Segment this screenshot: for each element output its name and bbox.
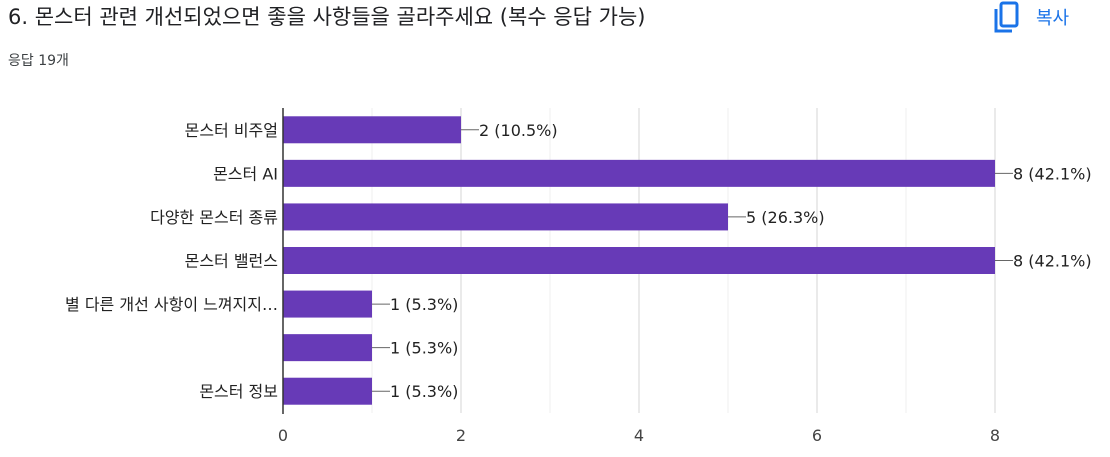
copy-label: 복사: [1036, 8, 1070, 29]
response-count: 응답 19개: [8, 53, 69, 69]
category-label: 몬스터 AI: [213, 164, 278, 183]
category-label: 몬스터 밸런스: [185, 252, 278, 271]
value-label: 8 (42.1%): [1013, 252, 1092, 271]
x-tick-label: 0: [278, 426, 288, 445]
x-tick-label: 8: [990, 426, 1000, 445]
value-label: 2 (10.5%): [479, 121, 558, 140]
bar: [283, 159, 995, 187]
bar: [283, 203, 728, 231]
x-tick-label: 4: [634, 426, 644, 445]
bar: [283, 290, 372, 318]
value-label: 5 (26.3%): [746, 208, 825, 227]
value-label: 1 (5.3%): [390, 382, 458, 401]
copy-button[interactable]: 복사: [992, 0, 1069, 34]
value-label: 8 (42.1%): [1013, 164, 1092, 183]
copy-icon: [994, 1, 1019, 33]
x-tick-label: 2: [456, 426, 466, 445]
category-label: 몬스터 정보: [199, 382, 278, 401]
bar: [283, 247, 995, 274]
value-label: 1 (5.3%): [390, 339, 458, 358]
bar: [283, 116, 461, 144]
question-title: 6. 몬스터 관련 개선되었으면 좋을 사항들을 골라주세요 (복수 응답 가능…: [8, 5, 646, 29]
bar: [283, 334, 372, 362]
category-label: 별 다른 개선 사항이 느껴지지…: [65, 295, 278, 314]
bar: [283, 377, 372, 405]
value-label: 1 (5.3%): [390, 295, 458, 314]
x-tick-label: 6: [812, 426, 822, 445]
category-label: 몬스터 비주얼: [185, 121, 278, 140]
category-label: 다양한 몬스터 종류: [150, 208, 278, 227]
